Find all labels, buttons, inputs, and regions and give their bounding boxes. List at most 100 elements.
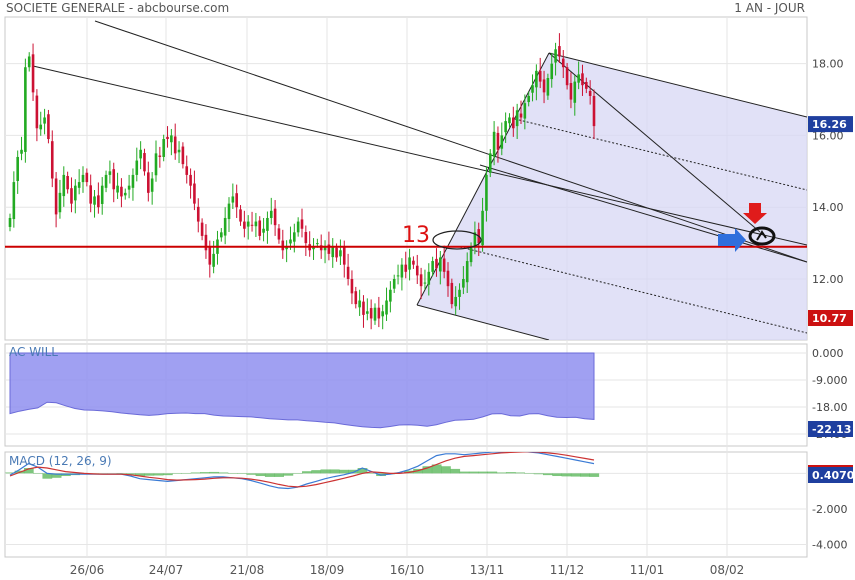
x-tick-label: 21/08 (230, 563, 265, 577)
candle-body (127, 185, 131, 190)
macd-histogram-bar (51, 473, 62, 478)
candle-body (392, 278, 396, 289)
candle-body (346, 266, 350, 279)
fork-upper-tine (548, 52, 807, 118)
macd-histogram-bar (42, 473, 53, 479)
candle-body (473, 232, 477, 246)
candle-body (508, 117, 511, 124)
macd-histogram-bar (366, 473, 377, 474)
macd-histogram-bar (283, 473, 294, 476)
candle-body (312, 246, 315, 250)
x-tick-label: 26/06 (70, 563, 105, 577)
macd-histogram-bar (311, 470, 322, 474)
candle-body (16, 156, 19, 182)
candle-body (335, 247, 338, 258)
candle-body (300, 219, 304, 229)
low-price-badge-label: 10.77 (812, 312, 847, 325)
candle-body (550, 63, 554, 80)
candle-body (577, 74, 580, 83)
x-tick-label: 16/10 (390, 563, 425, 577)
macd-histogram-bar (144, 473, 155, 476)
macd-histogram-bar (33, 473, 43, 474)
candle-body (592, 95, 596, 127)
macd-histogram-bar (246, 473, 257, 475)
x-tick-label: 24/07 (149, 563, 184, 577)
signal-line (9, 452, 595, 488)
candle-body (342, 247, 346, 265)
candle-body (196, 206, 200, 222)
willr-tick-label: -18.00 (812, 401, 847, 414)
candle-body (396, 275, 400, 277)
low-price-badge (808, 310, 853, 326)
candle-body (350, 278, 354, 294)
candle-body (97, 195, 100, 208)
candle-body (177, 149, 181, 153)
candle-body (354, 291, 358, 305)
target-circle-tick (756, 230, 767, 241)
candle-body (554, 49, 557, 63)
candle-body (538, 70, 542, 82)
macd-histogram-bar (552, 473, 563, 477)
candle-body (100, 185, 104, 204)
candle-body (293, 232, 296, 242)
price-tick-label: 16.00 (812, 129, 844, 142)
macd-histogram-bar (135, 473, 145, 477)
candle-body (158, 155, 162, 157)
macd-histogram-bar (116, 473, 127, 474)
x-tick-label: 18/09 (310, 563, 345, 577)
trendline-upper (94, 20, 807, 263)
candle-body (81, 174, 85, 183)
candle-body (527, 95, 530, 103)
period-label[interactable]: 1 AN - JOUR (734, 1, 805, 15)
macd-histogram-bar (543, 473, 553, 476)
level-annotation: 13 (402, 223, 430, 248)
macd-histogram-bar (589, 473, 600, 477)
candle-body (431, 261, 434, 272)
target-circle-icon (748, 226, 776, 246)
candle-body (254, 221, 258, 227)
candle-body (116, 185, 119, 193)
candle-body (139, 149, 142, 159)
candle-body (258, 220, 262, 236)
macd-histogram-bar (496, 472, 507, 474)
candle-body (531, 85, 534, 93)
candle-body (542, 79, 546, 93)
macd-histogram-bar (255, 473, 266, 477)
candle-body (573, 81, 577, 103)
candle-body (304, 231, 308, 244)
macd-histogram-bar (172, 473, 182, 474)
candle-body (77, 182, 81, 188)
last-price-badge-label: 16.26 (812, 118, 847, 131)
macd-histogram-bar (487, 471, 498, 474)
candle-body (500, 135, 504, 149)
candle-body (319, 245, 323, 251)
macd-histogram-bar (5, 472, 16, 474)
willr-last-badge (808, 421, 853, 437)
candle-body (147, 172, 150, 193)
trendline-lower (32, 65, 807, 246)
candle-body (415, 265, 419, 276)
candle-body (200, 222, 204, 236)
candle-body (223, 217, 227, 236)
macd-histogram-bar (329, 469, 340, 474)
macd-tick-label: -4.000 (812, 539, 847, 552)
candle-body (123, 192, 127, 196)
candle-body (296, 221, 300, 233)
candle-body (154, 153, 158, 176)
candle-body (66, 175, 69, 190)
candle-body (400, 264, 404, 278)
macd-tick-label: -2.000 (812, 503, 847, 516)
willr-area (9, 352, 595, 429)
willr-last-badge-label: -22.13 (812, 423, 851, 436)
macd-histogram-bar (264, 473, 275, 477)
candle-body (246, 221, 250, 227)
price-tick-label: 12.00 (812, 273, 844, 286)
macd-histogram-bar (125, 473, 136, 475)
red-arrow-icon (743, 203, 767, 224)
macd-histogram-bar (459, 471, 470, 474)
candle-body (43, 117, 46, 124)
candle-body (435, 258, 438, 269)
candle-body (250, 224, 254, 226)
candle-body (558, 46, 561, 57)
